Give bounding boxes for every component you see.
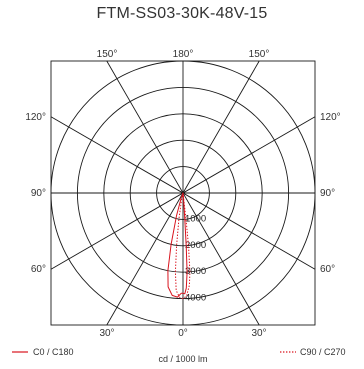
series-curve-1: [167, 192, 188, 298]
legend: C0 / C180 C90 / C270 cd / 1000 lm: [12, 347, 346, 364]
series-curve-2: [174, 192, 191, 300]
angle-tick-label: 60°: [31, 264, 46, 275]
angle-labels: 180° 150° 150° 120° 120° 90° 90° 60° 60° 30° 30° 0°: [25, 49, 340, 339]
angle-tick-label: 0°: [178, 328, 188, 339]
legend-label-c0: C0 / C180: [33, 347, 74, 357]
ring-labels: 1000 2000 3000 4000: [185, 213, 206, 303]
ring-tick-label: 4000: [185, 293, 206, 304]
angle-tick-label: 60°: [320, 264, 335, 275]
angle-tick-label: 90°: [320, 188, 335, 199]
series-layer: [167, 192, 191, 300]
angle-tick-label: 30°: [251, 328, 266, 339]
ring-tick-label: 2000: [185, 240, 206, 251]
unit-label: cd / 1000 lm: [158, 354, 207, 364]
legend-label-c90: C90 / C270: [300, 347, 346, 357]
ring-tick-label: 3000: [185, 266, 206, 277]
angle-tick-label: 90°: [31, 188, 46, 199]
ring-tick-label: 1000: [185, 213, 206, 224]
chart-title: FTM-SS03-30K-48V-15: [96, 5, 268, 22]
angle-tick-label: 120°: [25, 112, 46, 123]
angle-tick-label: 30°: [99, 328, 114, 339]
angle-tick-label: 180°: [173, 49, 194, 60]
angle-tick-label: 150°: [97, 49, 118, 60]
angle-tick-label: 150°: [249, 49, 270, 60]
angle-tick-label: 120°: [320, 112, 341, 123]
